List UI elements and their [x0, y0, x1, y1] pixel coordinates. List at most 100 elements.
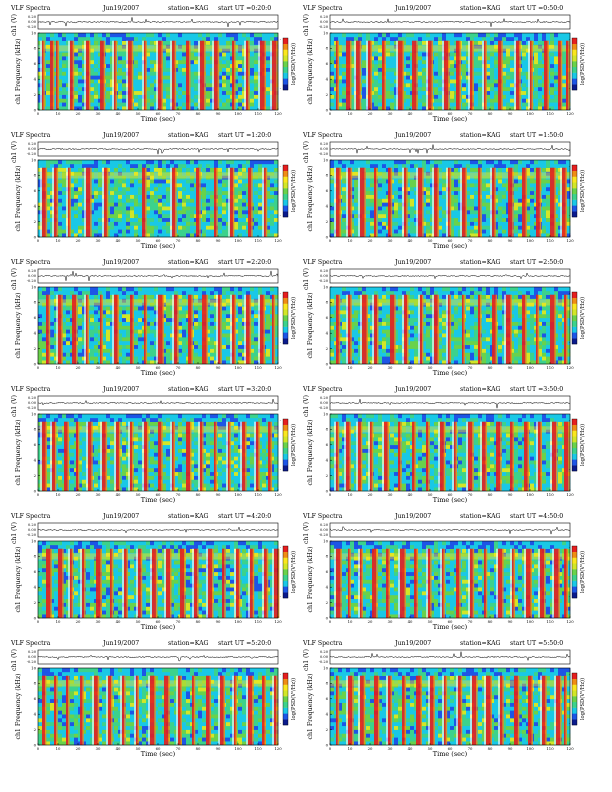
spectrogram-cell: [134, 83, 139, 88]
spectrogram-cell: [174, 40, 179, 45]
spectrogram-cell: [370, 160, 375, 165]
spectrogram-cell: [194, 83, 199, 88]
spectrogram-cell: [254, 67, 259, 72]
spectrogram-cell: [270, 206, 275, 211]
spectrogram-cell: [210, 160, 215, 165]
spectrogram-cell: [334, 33, 339, 38]
spectrogram-cell: [270, 190, 275, 195]
spectrogram-cell: [470, 229, 475, 234]
spectrogram-cell: [266, 67, 271, 72]
spectrogram-cell: [474, 94, 479, 99]
spectrogram-cell: [74, 59, 79, 65]
spectrogram-cell: [134, 75, 139, 80]
spectrogram-cell: [418, 67, 423, 72]
spectrogram-cell: [442, 213, 447, 219]
spectrogram-cell: [554, 36, 559, 41]
spectrogram-cell: [90, 163, 95, 168]
spectrogram-cell: [426, 194, 431, 199]
spectrogram-cell: [470, 183, 475, 188]
spectrogram-cell: [430, 163, 435, 168]
spectrogram-cell: [342, 221, 347, 226]
spectrogram-cell: [114, 213, 119, 219]
spectrogram-cell: [82, 233, 87, 238]
spectrogram-cell: [202, 233, 207, 238]
spectrogram-cell: [494, 40, 499, 45]
spectrogram-cell: [154, 221, 159, 226]
spectrogram-cell: [66, 94, 71, 99]
spectrogram-cell: [146, 98, 151, 103]
spectrogram-cell: [494, 94, 499, 99]
spectrogram-cell: [342, 71, 347, 76]
y-axis-label: ch1 Frequency (kHz): [15, 38, 22, 104]
spectrogram-cell: [414, 160, 419, 165]
spectrogram-cell: [406, 94, 411, 99]
spectrogram-cell: [114, 202, 119, 207]
spectrogram-cell: [330, 106, 335, 111]
spectrogram-cell: [342, 33, 347, 38]
spectrogram-cell: [174, 52, 179, 57]
spectrogram-cell: [354, 167, 359, 172]
spectrogram-cell: [94, 40, 99, 45]
spectrogram-cell: [378, 194, 383, 199]
spectrogram-cell: [330, 163, 335, 168]
spectrogram-cell: [126, 163, 131, 168]
spectrogram-cell: [442, 198, 447, 203]
spectrogram-cell: [430, 233, 435, 238]
trace-tick-label: -0.20: [319, 152, 329, 156]
spectrogram-cell: [242, 183, 247, 188]
spectrogram-cell: [474, 83, 479, 88]
x-tick-label: 110: [254, 238, 262, 243]
spectrogram-cell: [206, 190, 211, 195]
spectrogram-cell: [266, 71, 271, 76]
spectrogram-cell: [526, 106, 531, 111]
spectrogram-cell: [514, 160, 519, 165]
spectrogram-cell: [382, 163, 387, 168]
spectrogram-cell: [450, 52, 455, 57]
spectrogram-cell: [538, 86, 543, 92]
spectrogram-band: [38, 172, 278, 179]
spectrogram-cell: [178, 86, 183, 92]
spectrogram-cell: [530, 179, 535, 184]
spectrogram-cell: [238, 90, 243, 95]
spectrogram-cell: [466, 71, 471, 76]
spectrogram-cell: [538, 40, 543, 45]
spectrogram-cell: [38, 229, 43, 234]
spectrogram-cell: [466, 63, 471, 68]
spectrogram-cell: [462, 59, 467, 65]
spectrogram-cell: [218, 225, 223, 230]
spectrogram-cell: [78, 33, 83, 38]
spectrogram-cell: [218, 233, 223, 238]
spectrogram-cell: [454, 213, 459, 219]
spectrogram-cell: [190, 36, 195, 41]
spectrogram-cell: [118, 163, 123, 168]
spectrogram-cell: [158, 206, 163, 211]
spectrogram-cell: [266, 40, 271, 45]
spectrogram-cell: [218, 179, 223, 184]
spectrogram-cell: [330, 94, 335, 99]
spectrogram-cell: [182, 44, 187, 49]
x-tick-label: 120: [274, 111, 282, 116]
panel-title: VLF Spectra: [302, 5, 343, 12]
spectrogram-cell: [358, 160, 363, 165]
spectrogram-cell: [210, 33, 215, 38]
spectrogram-cell: [486, 206, 491, 211]
spectrogram-cell: [554, 40, 559, 45]
spectrogram-cell: [474, 213, 479, 219]
spectrogram-cell: [138, 67, 143, 72]
spectrogram-cell: [202, 183, 207, 188]
x-tick-label: 50: [136, 111, 141, 116]
spectrogram-cell: [254, 83, 259, 88]
spectrogram-cell: [426, 210, 431, 215]
spectrogram-cell: [38, 75, 43, 80]
spectrogram-cell: [62, 102, 67, 107]
spectrogram-cell: [474, 229, 479, 234]
spectrogram-cell: [414, 186, 419, 192]
spectrogram-cell: [98, 233, 103, 238]
spectrogram-cell: [506, 63, 511, 68]
x-tick-label: 40: [116, 111, 121, 116]
spectrogram-cell: [526, 56, 531, 61]
spectrogram-cell: [130, 221, 135, 226]
x-tick-label: 70: [468, 111, 473, 116]
spectrogram-cell: [162, 75, 167, 80]
spectrogram-cell: [430, 210, 435, 215]
